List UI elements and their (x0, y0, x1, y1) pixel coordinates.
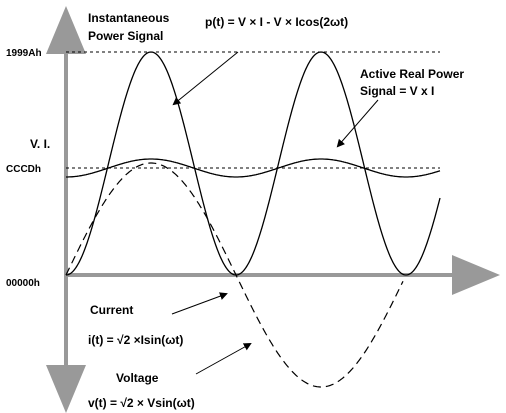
formula: i(t) = √2 ×Isin(ωt) (88, 333, 183, 347)
current-voltage-curve (65, 162, 404, 388)
label: Instantaneous (88, 11, 170, 25)
instantaneous-power-curve (65, 51, 441, 276)
arrow (171, 292, 228, 315)
axis-label: V. I. (30, 137, 50, 151)
level-label: CCCDh (6, 164, 41, 175)
arrow (195, 343, 252, 375)
label: Voltage (116, 371, 159, 385)
level-label: 00000h (6, 278, 40, 289)
label: Signal = V x I (360, 84, 434, 98)
arrow (336, 99, 379, 148)
arrow (172, 51, 239, 106)
label: Active Real Power (360, 67, 464, 81)
level-label: 1999Ah (6, 48, 42, 59)
formula: p(t) = V × I - V × Icos(2ωt) (205, 15, 348, 29)
formula: v(t) = √2 × Vsin(ωt) (88, 396, 195, 410)
label: Current (90, 303, 133, 317)
label: Power Signal (88, 29, 163, 43)
active-power-curve (66, 158, 441, 178)
